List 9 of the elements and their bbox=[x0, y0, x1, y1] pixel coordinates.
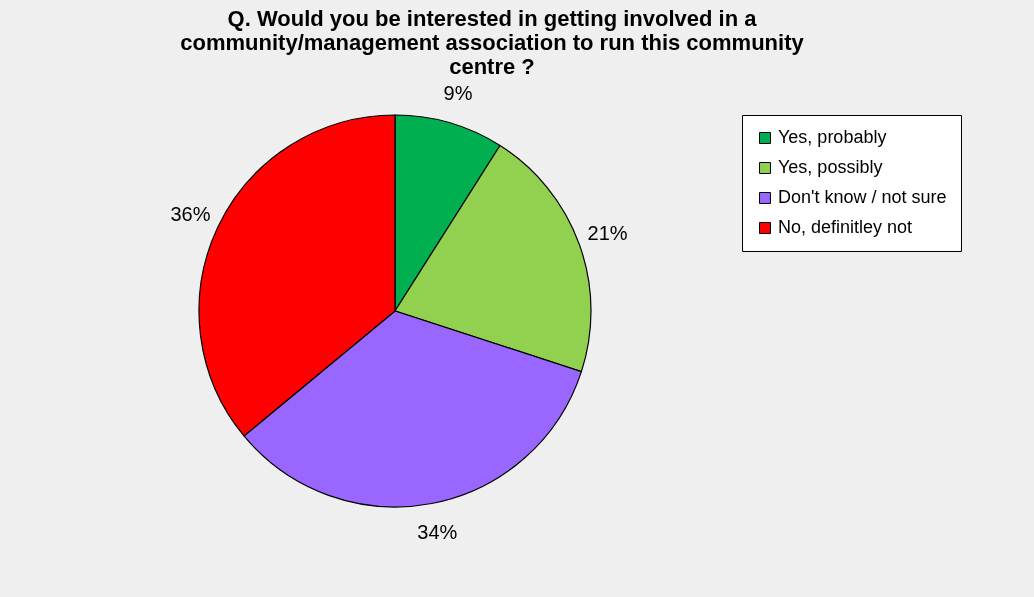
legend-label: No, definitley not bbox=[778, 217, 913, 237]
chart-title: Q. Would you be interested in getting involved in a community/management association to run this community centre ? bbox=[180, 6, 805, 79]
data-label: 9% bbox=[443, 81, 473, 104]
legend-label: Yes, probably bbox=[778, 127, 887, 147]
data-label: 34% bbox=[417, 521, 458, 543]
data-label: 36% bbox=[170, 202, 211, 225]
legend-label: Yes, possibly bbox=[778, 157, 883, 177]
data-label: 21% bbox=[587, 222, 628, 245]
legend-label: Don't know / not sure bbox=[778, 187, 947, 207]
